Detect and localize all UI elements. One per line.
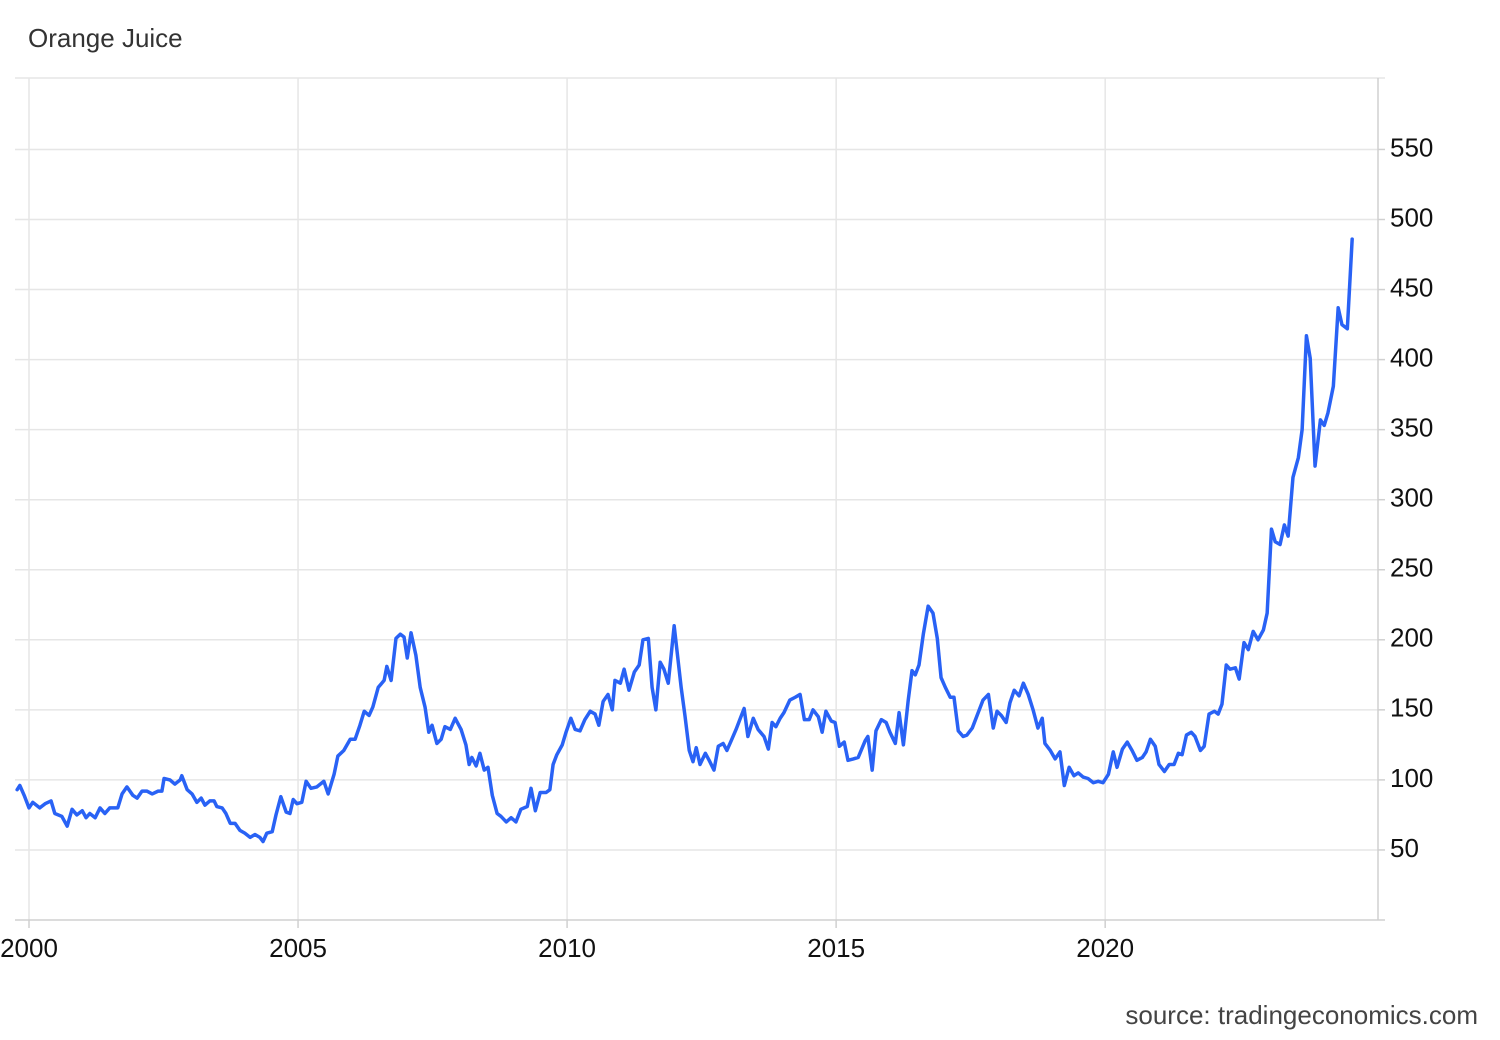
y-tick-label: 50 xyxy=(1390,833,1419,863)
price-line xyxy=(15,237,1354,844)
y-tick-label: 400 xyxy=(1390,342,1433,372)
x-tick-label: 2015 xyxy=(807,933,865,963)
x-tick-label: 2010 xyxy=(538,933,596,963)
y-tick-label: 100 xyxy=(1390,763,1433,793)
y-tick-label: 500 xyxy=(1390,202,1433,232)
x-tick-label: 2020 xyxy=(1076,933,1134,963)
y-tick-label: 350 xyxy=(1390,413,1433,443)
y-tick-label: 550 xyxy=(1390,132,1433,162)
y-tick-label: 150 xyxy=(1390,693,1433,723)
grid-layer xyxy=(15,78,1378,920)
x-tick-label: 2005 xyxy=(269,933,327,963)
source-note: source: tradingeconomics.com xyxy=(1125,1000,1478,1030)
chart-title: Orange Juice xyxy=(28,23,183,53)
y-tick-label: 200 xyxy=(1390,623,1433,653)
x-tick-label: 2000 xyxy=(0,933,58,963)
y-tick-label: 300 xyxy=(1390,483,1433,513)
y-tick-label: 250 xyxy=(1390,553,1433,583)
y-tick-label: 450 xyxy=(1390,272,1433,302)
